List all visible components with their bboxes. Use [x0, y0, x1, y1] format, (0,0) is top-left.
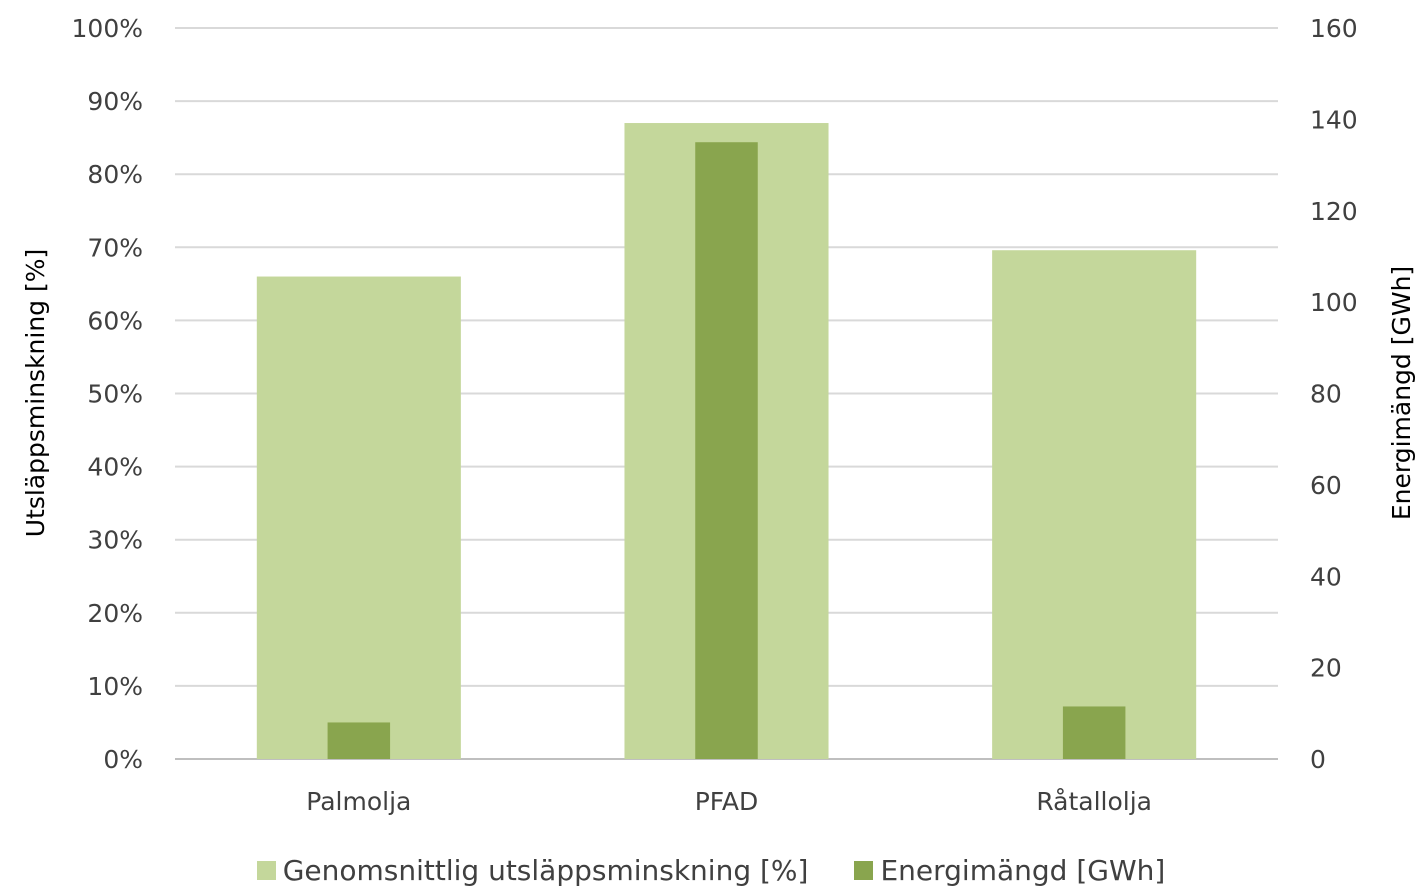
legend-swatch-energy	[854, 860, 874, 880]
legend: Genomsnittlig utsläppsminskning [%] Ener…	[0, 852, 1422, 888]
right-tick-label: 60	[1310, 471, 1342, 500]
right-tick-label: 160	[1310, 14, 1358, 43]
right-tick-label: 140	[1310, 105, 1358, 134]
left-axis-title: Utsläppsminskning [%]	[21, 249, 50, 538]
category-label: Palmolja	[306, 787, 411, 816]
left-tick-label: 60%	[87, 306, 143, 335]
left-tick-label: 50%	[87, 380, 143, 409]
right-axis-title: Energimängd [GWh]	[1387, 266, 1416, 520]
legend-label-reduction: Genomsnittlig utsläppsminskning [%]	[282, 853, 809, 887]
left-tick-label: 70%	[87, 233, 143, 262]
category-label: PFAD	[695, 787, 759, 816]
left-tick-label: 10%	[87, 672, 143, 701]
left-tick-label: 90%	[87, 87, 143, 116]
bars	[256, 123, 1197, 759]
right-tick-label: 40	[1310, 562, 1342, 591]
bar-energy	[695, 142, 758, 759]
bar-energy	[327, 722, 391, 759]
legend-item-energy: Energimängd [GWh]	[854, 852, 1165, 888]
left-tick-label: 100%	[72, 14, 143, 43]
right-tick-label: 20	[1310, 654, 1342, 683]
left-tick-label: 40%	[87, 453, 143, 482]
left-tick-label: 80%	[87, 160, 143, 189]
bar-energy	[1062, 706, 1126, 759]
category-labels: Palmolja PFAD Råtallolja	[306, 787, 1152, 816]
right-tick-label: 80	[1310, 380, 1342, 409]
category-label: Råtallolja	[1036, 787, 1152, 816]
legend-swatch-reduction	[256, 860, 276, 880]
left-axis-ticks: 0% 10% 20% 30% 40% 50% 60% 70% 80% 90% 100%	[72, 14, 143, 774]
left-tick-label: 30%	[87, 526, 143, 555]
legend-item-reduction: Genomsnittlig utsläppsminskning [%]	[256, 852, 809, 888]
bar-reduction	[256, 276, 461, 759]
left-tick-label: 0%	[103, 745, 143, 774]
bar-reduction	[992, 250, 1197, 759]
right-axis-ticks: 0 20 40 60 80 100 120 140 160	[1310, 14, 1358, 774]
legend-label-energy: Energimängd [GWh]	[880, 853, 1166, 887]
chart: 0% 10% 20% 30% 40% 50% 60% 70% 80% 90% 100% 0 20 40 6…	[21, 14, 1416, 816]
right-tick-label: 0	[1310, 745, 1326, 774]
left-tick-label: 20%	[87, 599, 143, 628]
right-tick-label: 120	[1310, 197, 1358, 226]
right-tick-label: 100	[1310, 288, 1358, 317]
